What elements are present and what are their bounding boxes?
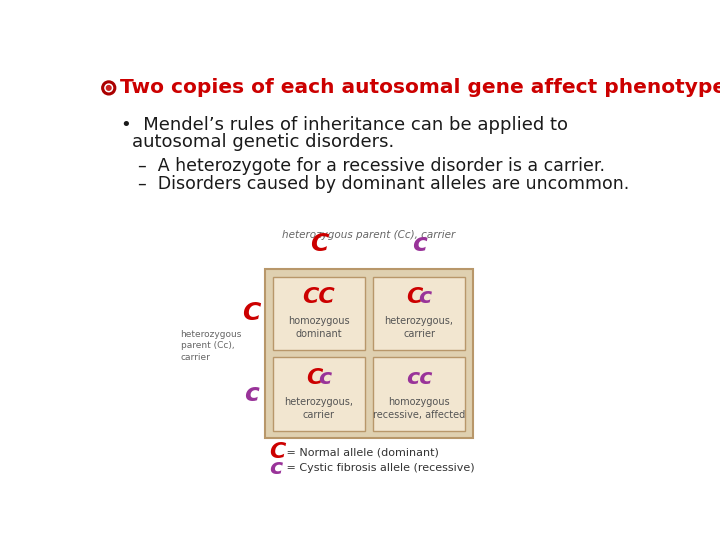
Text: heterozygous,
carrier: heterozygous, carrier [384,316,454,339]
Text: C: C [306,368,323,388]
Bar [265,269,473,438]
Text: CC: CC [302,287,336,307]
Text: –  Disorders caused by dominant alleles are uncommon.: – Disorders caused by dominant alleles a… [138,175,629,193]
Text: c: c [318,368,331,388]
Bar [273,357,365,430]
Text: = Cystic fibrosis allele (recessive): = Cystic fibrosis allele (recessive) [283,462,474,472]
Text: homozygous
dominant: homozygous dominant [288,316,350,339]
Text: c: c [269,457,282,477]
Text: C: C [269,442,285,462]
Text: c: c [244,382,258,406]
Text: heterozygous
parent (Cc),
carrier: heterozygous parent (Cc), carrier [181,329,242,362]
Circle shape [102,81,116,95]
Text: C: C [242,301,261,325]
Text: cc: cc [406,368,432,388]
Bar [373,357,465,430]
Text: c: c [418,287,431,307]
Text: heterozygous parent (Cc), carrier: heterozygous parent (Cc), carrier [282,230,456,240]
Text: c: c [412,232,426,256]
Text: •  Mendel’s rules of inheritance can be applied to: • Mendel’s rules of inheritance can be a… [121,117,568,134]
Text: –  A heterozygote for a recessive disorder is a carrier.: – A heterozygote for a recessive disorde… [138,157,605,175]
Circle shape [107,85,111,90]
Text: heterozygous,
carrier: heterozygous, carrier [284,397,354,420]
Text: C: C [406,287,423,307]
Bar [273,276,365,350]
Text: Two copies of each autosomal gene affect phenotype.: Two copies of each autosomal gene affect… [120,78,720,97]
Bar [373,276,465,350]
Text: C: C [310,232,328,256]
Circle shape [105,84,112,92]
Text: homozygous
recessive, affected: homozygous recessive, affected [373,397,465,420]
Text: = Normal allele (dominant): = Normal allele (dominant) [283,447,438,457]
Text: autosomal genetic disorders.: autosomal genetic disorders. [132,132,394,151]
